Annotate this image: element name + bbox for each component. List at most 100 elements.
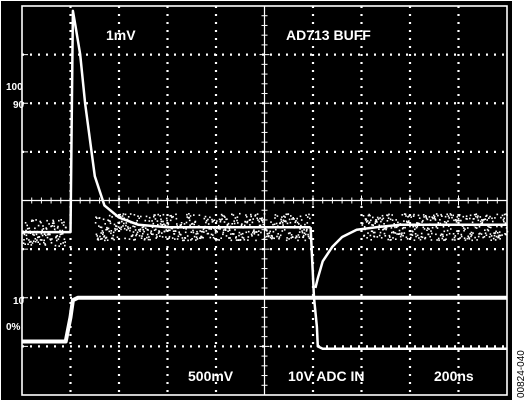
noise-point xyxy=(215,227,218,230)
noise-point xyxy=(105,228,107,231)
noise-point xyxy=(209,226,212,228)
noise-point xyxy=(41,239,43,241)
noise-point xyxy=(114,227,116,230)
noise-point xyxy=(136,219,138,222)
noise-point xyxy=(53,222,55,225)
noise-point xyxy=(214,232,217,234)
noise-point xyxy=(214,229,216,231)
noise-point xyxy=(138,229,140,231)
noise-point xyxy=(120,228,122,231)
noise-point xyxy=(383,232,386,235)
noise-point xyxy=(207,232,210,235)
noise-point xyxy=(142,232,144,235)
noise-point xyxy=(380,225,383,227)
noise-point xyxy=(211,221,214,223)
noise-point xyxy=(300,225,303,228)
noise-point xyxy=(498,234,501,237)
noise-point xyxy=(505,233,507,236)
noise-point xyxy=(227,222,230,225)
noise-point xyxy=(246,221,248,224)
noise-point xyxy=(241,236,244,239)
noise-point xyxy=(178,231,180,233)
noise-point xyxy=(397,221,399,224)
noise-point xyxy=(167,223,170,225)
noise-point xyxy=(431,226,434,229)
noise-point xyxy=(180,224,182,226)
noise-point xyxy=(382,217,385,220)
noise-point xyxy=(137,215,139,217)
noise-point xyxy=(306,222,309,224)
noise-point xyxy=(488,236,491,238)
noise-point xyxy=(147,229,149,231)
noise-point xyxy=(377,218,380,220)
noise-point xyxy=(500,225,503,228)
noise-point xyxy=(451,216,453,219)
noise-point xyxy=(367,214,370,217)
noise-point xyxy=(234,229,236,231)
noise-point xyxy=(31,219,33,222)
noise-point xyxy=(168,237,170,239)
noise-point xyxy=(159,235,161,237)
noise-point xyxy=(498,236,500,239)
noise-point xyxy=(172,215,174,218)
noise-point xyxy=(217,226,219,228)
noise-point xyxy=(101,237,103,240)
noise-point xyxy=(57,225,59,228)
noise-point xyxy=(496,225,498,228)
noise-point xyxy=(221,218,223,220)
noise-point xyxy=(100,238,102,240)
noise-point xyxy=(38,236,41,238)
noise-point xyxy=(33,230,36,233)
noise-point xyxy=(128,220,130,222)
noise-point xyxy=(286,237,288,239)
noise-point xyxy=(391,231,393,234)
noise-point xyxy=(155,237,157,239)
noise-point xyxy=(465,215,468,217)
noise-point xyxy=(149,238,151,241)
noise-point xyxy=(282,219,285,222)
noise-point xyxy=(190,231,193,233)
noise-point xyxy=(259,217,261,220)
noise-point xyxy=(438,239,440,242)
noise-point xyxy=(384,235,387,237)
noise-point xyxy=(486,228,489,231)
noise-point xyxy=(219,220,222,223)
noise-point xyxy=(43,239,45,242)
noise-point xyxy=(447,220,449,222)
noise-point xyxy=(40,232,43,235)
noise-point xyxy=(361,224,364,226)
noise-point xyxy=(252,218,254,220)
noise-point xyxy=(123,222,125,225)
noise-point xyxy=(277,233,279,235)
noise-point xyxy=(470,235,472,238)
noise-point xyxy=(256,213,259,215)
noise-point xyxy=(197,232,199,235)
noise-point xyxy=(452,214,454,217)
noise-point xyxy=(411,234,414,236)
noise-point xyxy=(150,233,153,235)
noise-point xyxy=(206,227,208,229)
noise-point xyxy=(35,233,38,236)
noise-point xyxy=(219,228,221,230)
noise-point xyxy=(444,215,447,218)
noise-point xyxy=(108,219,110,222)
traces xyxy=(22,9,509,351)
noise-point xyxy=(279,222,282,224)
noise-point xyxy=(435,213,438,215)
noise-point xyxy=(471,221,474,224)
noise-point xyxy=(394,232,397,234)
noise-point xyxy=(54,244,57,247)
noise-point xyxy=(379,231,382,234)
noise-point xyxy=(441,215,443,217)
noise-point xyxy=(386,220,389,222)
noise-point xyxy=(476,216,479,219)
noise-point xyxy=(467,227,469,229)
bottom-time-label: 200ns xyxy=(434,368,474,384)
noise-point xyxy=(462,225,464,227)
noise-point xyxy=(162,220,164,223)
noise-point xyxy=(439,234,442,237)
noise-point xyxy=(188,213,190,215)
noise-point xyxy=(24,222,27,224)
noise-point xyxy=(180,222,183,224)
noise-point xyxy=(503,217,505,220)
